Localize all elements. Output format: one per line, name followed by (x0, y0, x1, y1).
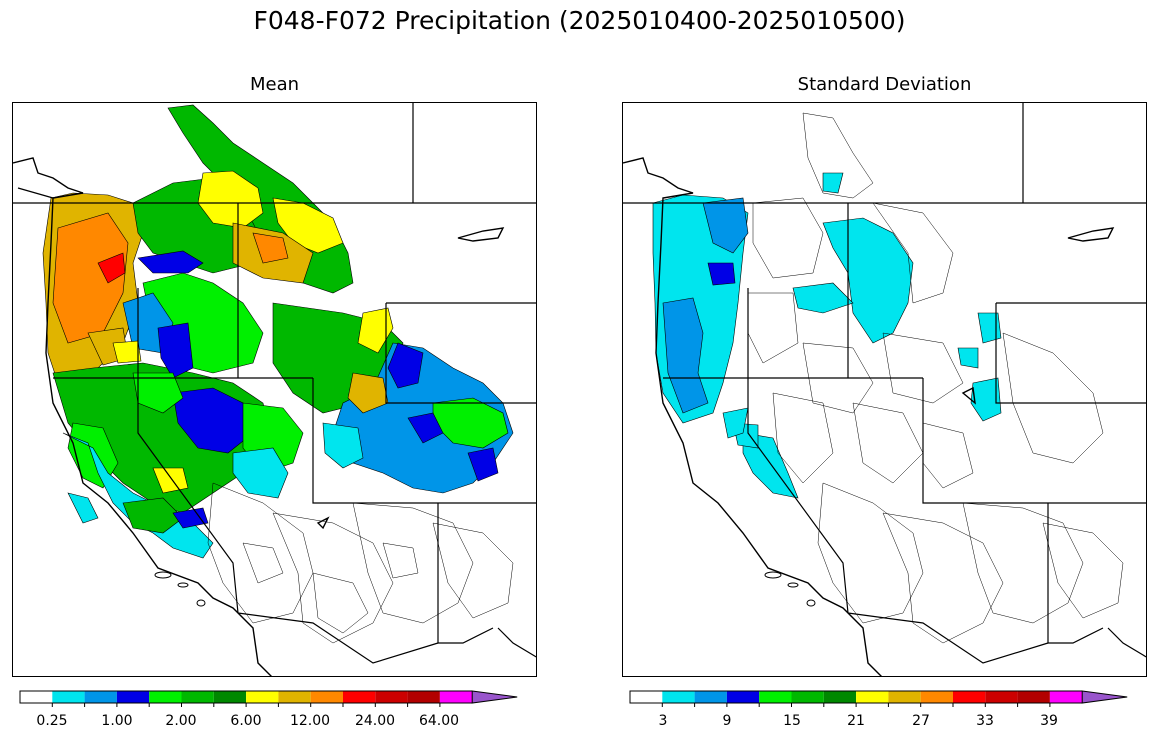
stdev-islands (764, 571, 816, 607)
stdev-colorbar-cell (856, 691, 889, 703)
stdev-colorbar-cell (662, 691, 695, 703)
mean-colorbar-cell (213, 691, 247, 703)
mean-panel-title: Mean (249, 74, 300, 95)
stdev-colorbar-cell (953, 691, 986, 703)
mean-colorbar-cell (310, 691, 343, 703)
stdev-colorbar-extend-arrow (1081, 690, 1128, 704)
stdev-tick-label: 33 (976, 713, 994, 729)
mean-colorbar-cell (116, 691, 150, 703)
stdev-coastline (623, 157, 1115, 676)
mean-colorbar-cell (246, 691, 279, 703)
stdev-colorbar-cell (823, 691, 857, 703)
mean-precip-fill (42, 104, 514, 559)
mean-colorbar-cell (20, 691, 53, 703)
stdev-colorbar-cell (920, 691, 953, 703)
mean-colorbar-cell (149, 691, 182, 703)
mean-colorbar-cell (407, 691, 440, 703)
mean-colorbar-cell (343, 691, 376, 703)
mean-basin-outlines (207, 482, 514, 644)
stdev-colorbar-cell (726, 691, 760, 703)
mean-tick-label: 1.00 (101, 713, 133, 729)
mean-tick-label: 24.00 (354, 713, 396, 729)
stdev-tick-label: 3 (658, 713, 668, 729)
stdev-state-boundaries (623, 103, 1146, 664)
stdev-tick-label: 27 (912, 713, 930, 729)
mean-tick-label: 6.00 (230, 713, 262, 729)
mean-state-boundaries (13, 103, 536, 664)
mean-coastline (13, 157, 505, 676)
stdev-tick-label: 39 (1040, 713, 1058, 729)
mean-islands (154, 571, 206, 607)
mean-tick-label: 12.00 (289, 713, 331, 729)
stdev-colorbar-cell (791, 691, 824, 703)
mean-tick-label: 0.25 (36, 713, 68, 729)
stdev-basin-outlines (747, 112, 1124, 644)
stdev-colorbar-cell (1017, 691, 1050, 703)
stdev-panel-title: Standard Deviation (797, 74, 972, 95)
stdev-colorbar-cell (630, 691, 663, 703)
stdev-map (622, 102, 1147, 677)
mean-tick-label: 2.00 (165, 713, 197, 729)
stdev-colorbar-cell (759, 691, 792, 703)
mean-colorbar-cell (439, 691, 473, 703)
stdev-colorbar-cell (888, 691, 921, 703)
mean-colorbar-cell (52, 691, 85, 703)
mean-colorbar-extend-arrow (471, 690, 518, 704)
stdev-colorbar-cell (1049, 691, 1083, 703)
mean-colorbar-cell (84, 691, 117, 703)
mean-colorbar-cell (375, 691, 408, 703)
stdev-fill (652, 172, 1002, 499)
stdev-tick-label: 21 (847, 713, 865, 729)
stdev-tick-label: 15 (783, 713, 801, 729)
figure-title: F048-F072 Precipitation (2025010400-2025… (253, 6, 906, 35)
mean-colorbar-cell (278, 691, 311, 703)
mean-tick-label: 64.00 (418, 713, 460, 729)
stdev-colorbar-cell (985, 691, 1018, 703)
stdev-colorbar-cell (694, 691, 727, 703)
mean-colorbar-cell (181, 691, 214, 703)
stdev-tick-label: 9 (722, 713, 732, 729)
mean-map (12, 102, 537, 677)
